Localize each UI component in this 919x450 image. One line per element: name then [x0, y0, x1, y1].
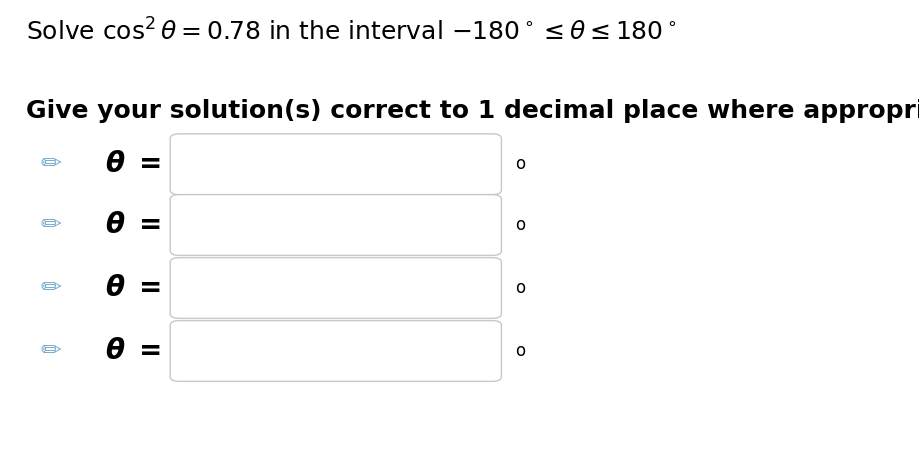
Text: Give your solution(s) correct to 1 decimal place where appropriate.: Give your solution(s) correct to 1 decim…	[26, 99, 919, 123]
Text: $\boldsymbol{\theta}$ $\boldsymbol{=}$: $\boldsymbol{\theta}$ $\boldsymbol{=}$	[105, 211, 161, 239]
Text: $\boldsymbol{\theta}$ $\boldsymbol{=}$: $\boldsymbol{\theta}$ $\boldsymbol{=}$	[105, 274, 161, 302]
FancyBboxPatch shape	[170, 257, 501, 319]
Text: Solve $\mathrm{cos}^2\,\theta = 0.78$ in the interval $-180^\circ \leq \theta \l: Solve $\mathrm{cos}^2\,\theta = 0.78$ in…	[26, 18, 675, 45]
Text: ✏: ✏	[40, 276, 61, 300]
Text: $\boldsymbol{\theta}$ $\boldsymbol{=}$: $\boldsymbol{\theta}$ $\boldsymbol{=}$	[105, 150, 161, 178]
Text: ✏: ✏	[40, 339, 61, 363]
FancyBboxPatch shape	[170, 194, 501, 256]
Text: o: o	[515, 279, 525, 297]
Text: o: o	[515, 155, 525, 173]
Text: $\boldsymbol{\theta}$ $\boldsymbol{=}$: $\boldsymbol{\theta}$ $\boldsymbol{=}$	[105, 337, 161, 365]
FancyBboxPatch shape	[170, 320, 501, 382]
Text: ✏: ✏	[40, 152, 61, 176]
FancyBboxPatch shape	[170, 134, 501, 194]
Text: o: o	[515, 342, 525, 360]
Text: o: o	[515, 216, 525, 234]
Text: ✏: ✏	[40, 213, 61, 237]
